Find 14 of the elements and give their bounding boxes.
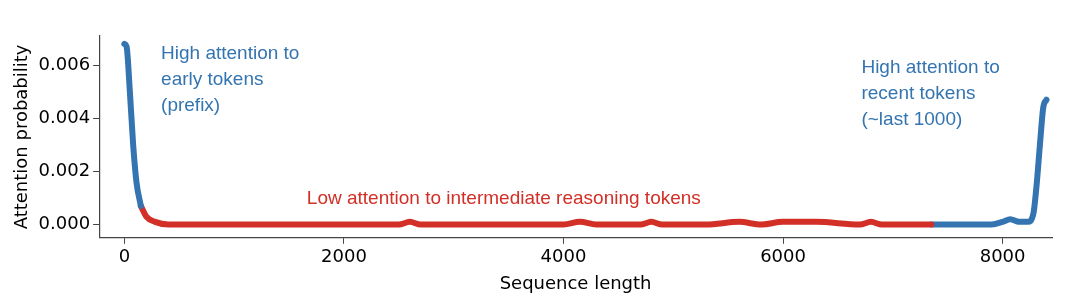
y-tick-label: 0.004 (38, 105, 91, 127)
annotation: High attention to early tokens (prefix) (161, 41, 300, 115)
x-tick-label: 8000 (979, 245, 1026, 267)
x-tick-label: 6000 (760, 245, 806, 267)
x-axis-title: Sequence length (499, 271, 652, 293)
annotation: High attention to recent tokens (~last 1000) (861, 55, 1000, 129)
x-tick-label: 4000 (540, 245, 587, 267)
y-tick-label: 0.002 (38, 159, 91, 181)
annotation: Low attention to intermediate reasoning tokens (306, 187, 701, 209)
y-tick-label: 0.000 (38, 212, 91, 234)
y-axis-title: Attention probability (10, 44, 32, 230)
x-tick-label: 2000 (321, 245, 367, 267)
x-tick-label: 0 (118, 245, 131, 267)
y-tick-label: 0.006 (38, 52, 91, 74)
